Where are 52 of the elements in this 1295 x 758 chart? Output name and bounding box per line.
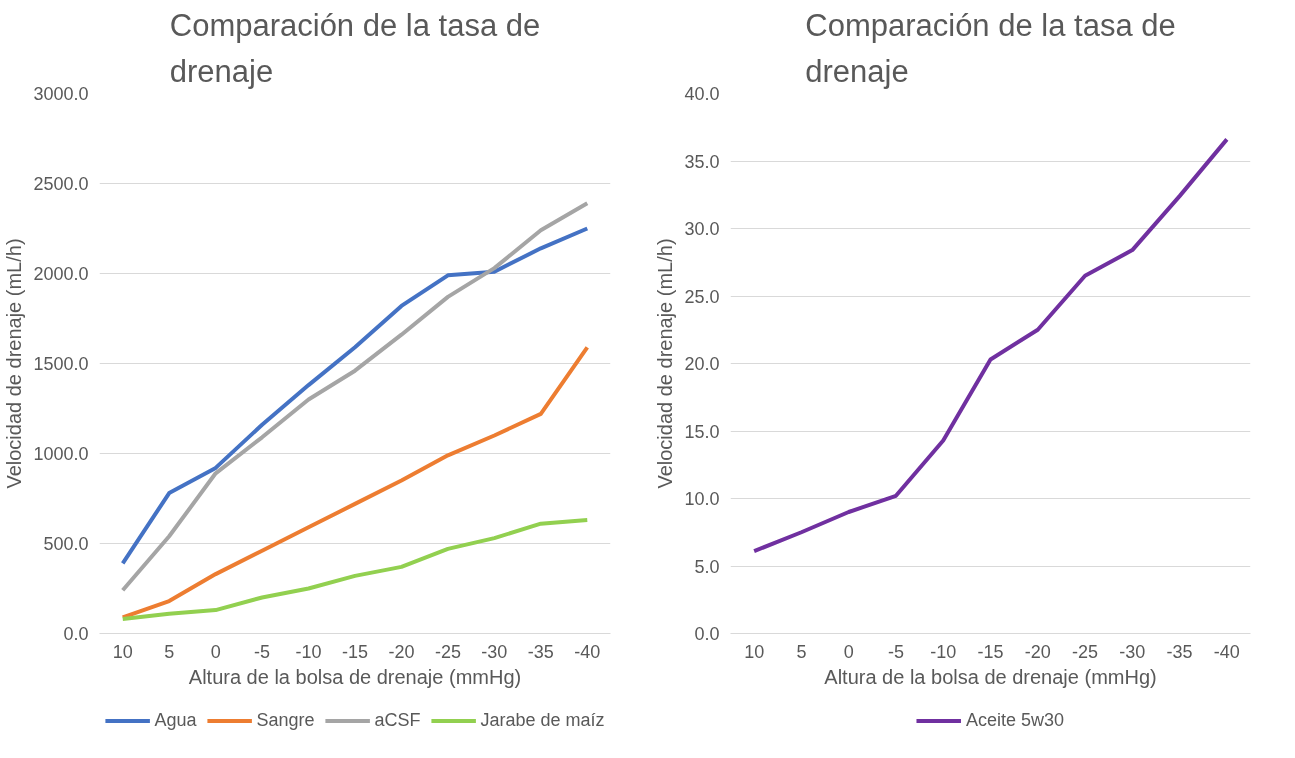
y-tick-label: 30.0: [684, 219, 720, 239]
x-axis-title: Altura de la bolsa de drenaje (mmHg): [188, 665, 522, 688]
x-tick-label: -15: [977, 641, 1004, 662]
y-tick-label: 2000.0: [33, 264, 89, 284]
y-tick-label: 3000.0: [33, 84, 89, 104]
x-tick-label: 0: [210, 641, 221, 662]
x-tick-label: -25: [434, 641, 461, 662]
x-tick-label: -40: [1213, 641, 1240, 662]
legend-label: Aceite 5w30: [965, 709, 1065, 731]
x-tick-label: 10: [112, 641, 133, 662]
x-tick-label: 0: [843, 641, 854, 662]
y-tick-label: 35.0: [684, 151, 720, 172]
legend-label: Agua: [154, 709, 197, 731]
x-tick-label: -30: [481, 641, 508, 662]
y-tick-label: 25.0: [684, 286, 720, 307]
x-tick-label: -20: [388, 641, 415, 662]
y-tick-label: 0.0: [694, 624, 720, 644]
x-tick-label: -35: [527, 641, 554, 662]
line-series: [120, 345, 590, 620]
y-tick-label: 5.0: [694, 556, 720, 577]
y-axis-title: Velocidad de drenaje (mL/h): [3, 238, 26, 489]
chart-title: Comparación de la tasa de drenaje: [169, 8, 541, 89]
y-tick-label: 10.0: [684, 489, 720, 509]
line-series: [752, 137, 1229, 554]
legend-label: Sangre: [256, 709, 315, 731]
y-tick-label: 0.0: [63, 624, 89, 644]
y-tick-label: 40.0: [684, 84, 720, 104]
x-tick-label: -15: [341, 641, 369, 662]
y-tick-label: 2500.0: [33, 174, 89, 194]
x-tick-label: -40: [574, 641, 601, 662]
legend-label: aCSF: [374, 709, 421, 731]
x-tick-label: 5: [796, 641, 807, 662]
x-tick-label: -20: [1024, 641, 1051, 662]
x-tick-label: -10: [930, 641, 957, 662]
x-tick-label: -10: [295, 641, 322, 662]
x-tick-label: -5: [887, 641, 904, 662]
y-tick-label: 500.0: [43, 534, 89, 554]
x-tick-label: -25: [1072, 641, 1099, 662]
x-tick-label: 5: [164, 641, 175, 662]
x-axis-title: Altura de la bolsa de drenaje (mmHg): [824, 665, 1157, 688]
x-tick-label: -35: [1166, 641, 1193, 662]
x-tick-label: -5: [254, 641, 271, 662]
y-tick-label: 15.0: [684, 421, 720, 442]
y-tick-label: 20.0: [684, 354, 720, 374]
legend-label: Jarabe de maíz: [480, 709, 605, 731]
x-tick-label: -30: [1119, 641, 1146, 662]
x-tick-label: 10: [744, 641, 765, 662]
line-series: [120, 518, 590, 622]
y-axis-title: Velocidad de drenaje (mL/h): [654, 238, 677, 489]
y-tick-label: 1000.0: [33, 444, 89, 464]
chart-title: Comparación de la tasa de drenaje: [805, 8, 1176, 89]
y-tick-label: 1500.0: [33, 354, 89, 374]
